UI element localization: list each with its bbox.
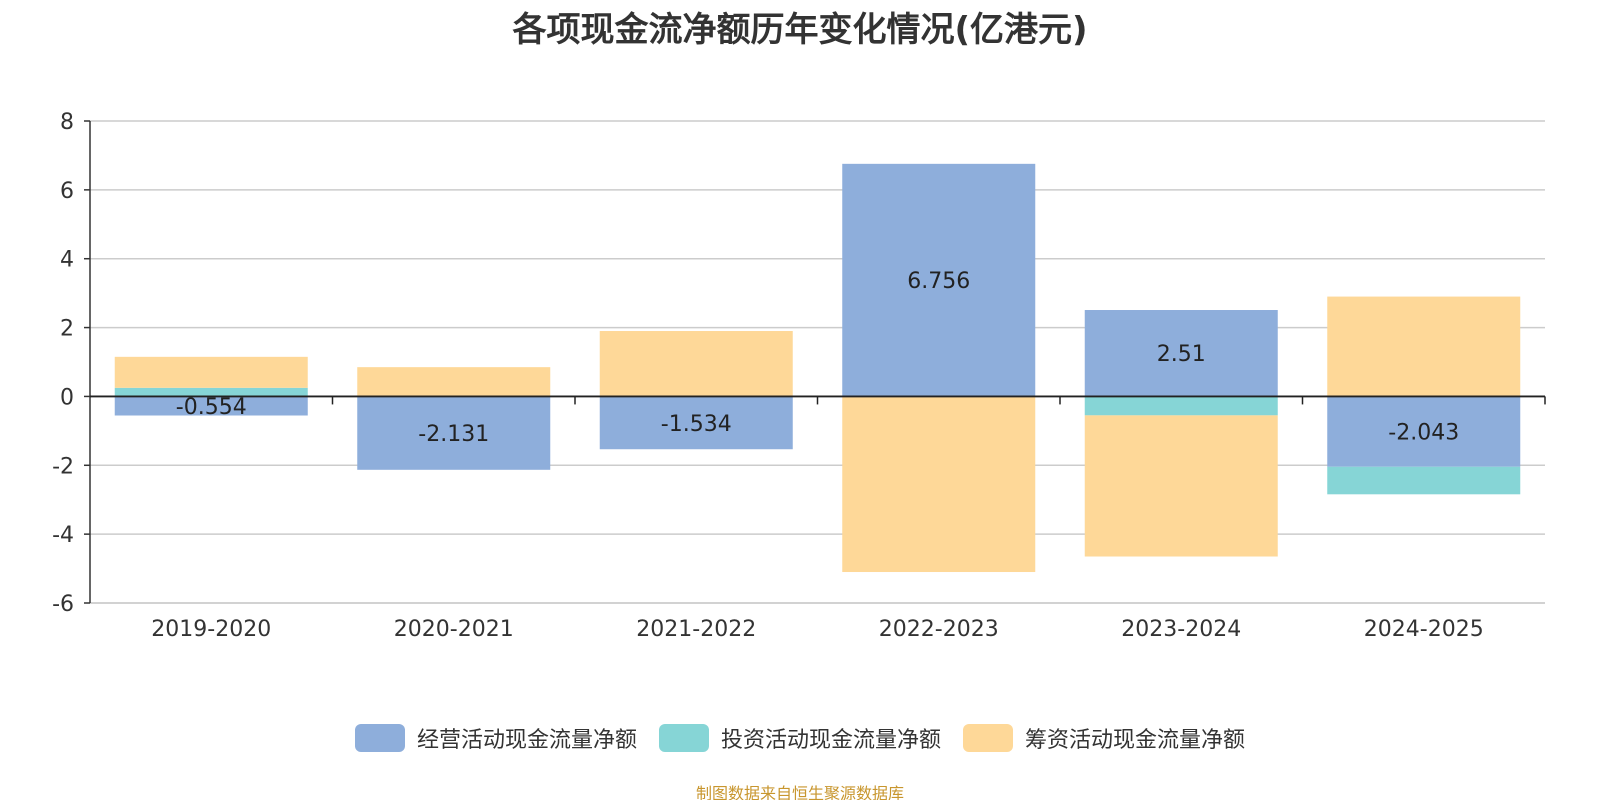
legend: 经营活动现金流量净额 投资活动现金流量净额 筹资活动现金流量净额 [0,722,1600,754]
data-label: -0.554 [176,395,247,420]
bar-segment[interactable] [1327,466,1521,495]
y-tick-label: -2 [52,454,74,479]
legend-label: 经营活动现金流量净额 [416,728,637,753]
y-tick-label: 0 [60,385,74,410]
data-label: -2.131 [418,422,489,447]
bar-segment[interactable] [1327,296,1521,397]
bar-segment[interactable] [1327,396,1521,467]
legend-item[interactable]: 经营活动现金流量净额 [354,722,637,754]
axes: -6 -4 -2 0 2 4 6 8 2019-2020 2020-2021 2021-2022 20… [52,110,1546,642]
x-tick-label: 2022-2023 [879,617,999,642]
x-tick-label: 2024-2025 [1364,617,1484,642]
bar-segment[interactable] [357,396,551,470]
y-tick-label: 4 [60,248,74,273]
data-label: -1.534 [661,412,732,437]
x-tick-label: 2023-2024 [1121,617,1241,642]
data-label: -2.043 [1388,421,1459,446]
bar-segment[interactable] [842,396,1036,573]
bar-segment[interactable] [114,356,308,388]
x-tick-label: 2020-2021 [394,617,514,642]
data-source-note: 制图数据来自恒生聚源数据库 [695,784,904,800]
legend-item[interactable]: 筹资活动现金流量净额 [963,722,1245,754]
bar-segment[interactable] [1084,310,1278,397]
y-tick-label: 6 [60,179,74,204]
y-tick-label: -6 [52,592,74,617]
x-tick-label: 2019-2020 [151,617,271,642]
legend-label: 筹资活动现金流量净额 [1025,728,1246,753]
bar-segment[interactable] [114,396,308,416]
bar-segment[interactable] [114,387,308,397]
legend-swatch [658,724,709,752]
bar-segment[interactable] [599,396,793,450]
x-tick-label: 2021-2022 [636,617,756,642]
chart-title: 各项现金流净额历年变化情况(亿港元) [512,10,1088,50]
data-label: 2.51 [1157,342,1206,367]
legend-swatch [963,724,1013,752]
bar-segment[interactable] [1084,396,1278,416]
bar-segment[interactable] [1084,415,1278,557]
bar-segment[interactable] [599,331,793,397]
data-labels: -0.554 -2.131 -1.534 6.756 2.51 -2.043 [176,269,1459,447]
y-tick-label: -4 [52,523,74,548]
y-tick-label: 8 [60,110,74,135]
bars [114,163,1521,573]
cash-flow-chart: -6 -4 -2 0 2 4 6 8 2019-2020 2020-2021 2021-2022 20… [52,110,1546,642]
bar-segment[interactable] [357,367,551,397]
grid-lines [90,120,1545,604]
y-tick-label: 2 [60,317,74,342]
legend-item[interactable]: 投资活动现金流量净额 [658,722,941,754]
bar-segment[interactable] [842,163,1036,397]
data-label: 6.756 [907,269,970,294]
legend-label: 投资活动现金流量净额 [720,728,941,753]
legend-swatch [354,724,405,752]
